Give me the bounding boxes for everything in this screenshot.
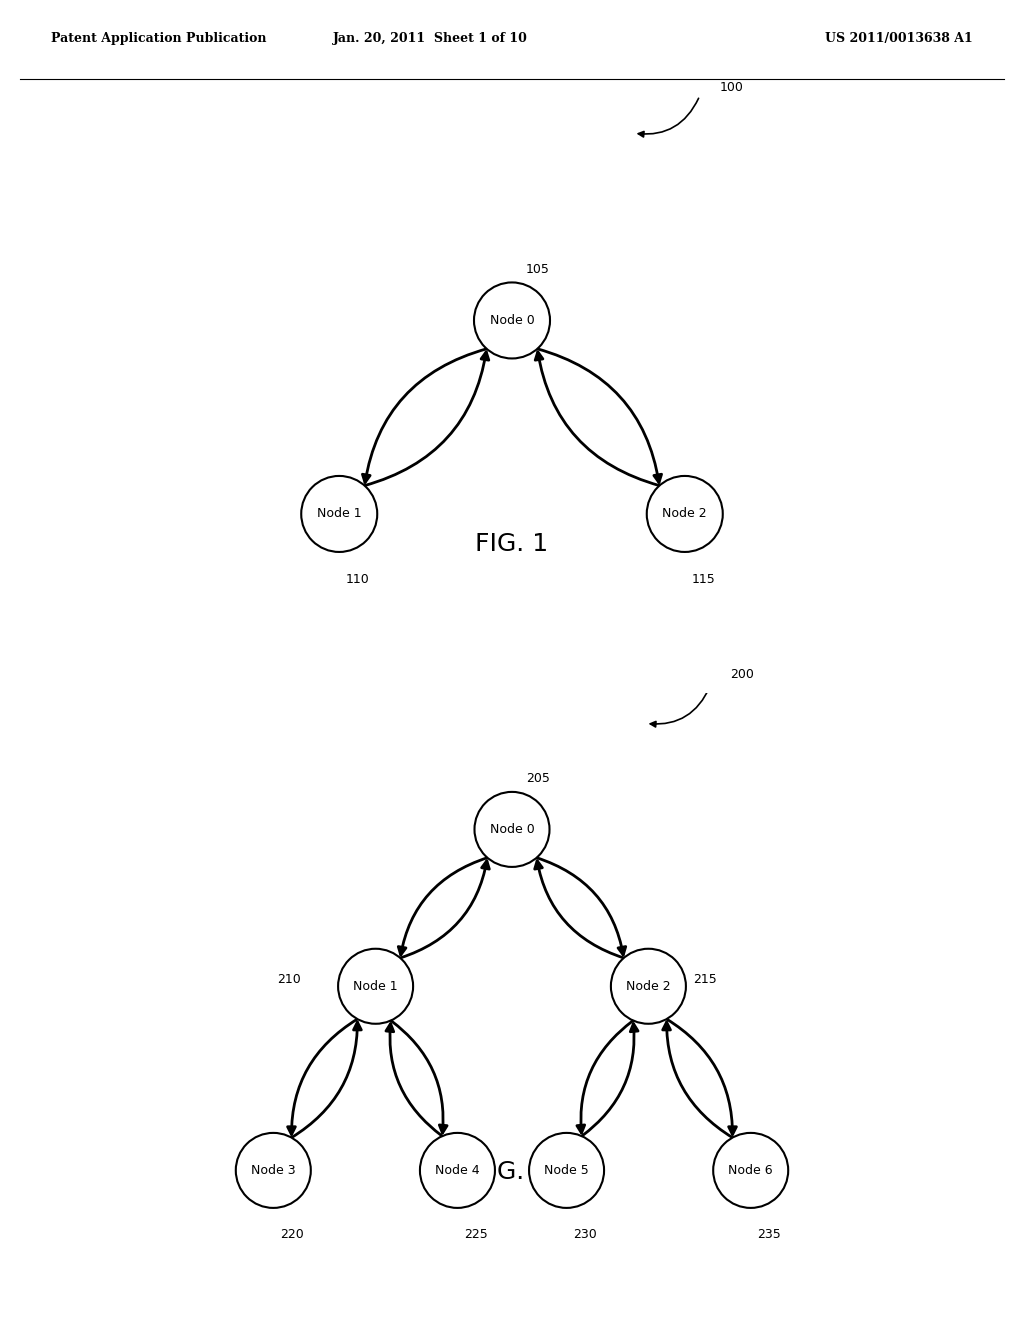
Text: 210: 210 bbox=[276, 973, 300, 986]
Circle shape bbox=[474, 282, 550, 359]
Text: Node 2: Node 2 bbox=[626, 979, 671, 993]
Text: Node 1: Node 1 bbox=[316, 507, 361, 520]
FancyArrowPatch shape bbox=[535, 861, 624, 958]
Text: 110: 110 bbox=[346, 573, 370, 586]
Text: 235: 235 bbox=[758, 1229, 781, 1241]
FancyArrowPatch shape bbox=[577, 1020, 633, 1133]
FancyArrowPatch shape bbox=[288, 1019, 357, 1134]
Text: 220: 220 bbox=[281, 1229, 304, 1241]
Circle shape bbox=[647, 477, 723, 552]
FancyArrowPatch shape bbox=[538, 348, 662, 483]
FancyArrowPatch shape bbox=[362, 348, 486, 483]
Text: FIG. 2: FIG. 2 bbox=[475, 1160, 549, 1184]
FancyArrowPatch shape bbox=[365, 352, 488, 486]
Text: 230: 230 bbox=[573, 1229, 597, 1241]
Circle shape bbox=[420, 1133, 495, 1208]
FancyArrowPatch shape bbox=[391, 1020, 447, 1133]
Text: Node 3: Node 3 bbox=[251, 1164, 296, 1177]
Text: 100: 100 bbox=[719, 81, 743, 94]
Text: Node 5: Node 5 bbox=[544, 1164, 589, 1177]
Text: 200: 200 bbox=[730, 668, 754, 681]
FancyArrowPatch shape bbox=[386, 1023, 442, 1137]
FancyArrowPatch shape bbox=[663, 1022, 732, 1138]
FancyArrowPatch shape bbox=[292, 1022, 361, 1138]
FancyArrowPatch shape bbox=[582, 1023, 638, 1137]
Circle shape bbox=[236, 1133, 311, 1208]
Text: 205: 205 bbox=[525, 772, 550, 785]
Text: Jan. 20, 2011  Sheet 1 of 10: Jan. 20, 2011 Sheet 1 of 10 bbox=[333, 32, 527, 45]
Text: Node 6: Node 6 bbox=[728, 1164, 773, 1177]
Circle shape bbox=[338, 949, 413, 1024]
Circle shape bbox=[611, 949, 686, 1024]
Text: 225: 225 bbox=[464, 1229, 488, 1241]
Circle shape bbox=[301, 477, 377, 552]
Circle shape bbox=[529, 1133, 604, 1208]
Text: 215: 215 bbox=[692, 973, 717, 986]
Text: Node 0: Node 0 bbox=[489, 822, 535, 836]
Text: Patent Application Publication: Patent Application Publication bbox=[51, 32, 266, 45]
Circle shape bbox=[474, 792, 550, 867]
Text: US 2011/0013638 A1: US 2011/0013638 A1 bbox=[825, 32, 973, 45]
Text: FIG. 1: FIG. 1 bbox=[475, 532, 549, 557]
FancyArrowPatch shape bbox=[667, 1019, 736, 1134]
Text: Node 2: Node 2 bbox=[663, 507, 708, 520]
FancyArrowPatch shape bbox=[638, 98, 698, 137]
Text: 115: 115 bbox=[691, 573, 716, 586]
FancyArrowPatch shape bbox=[650, 686, 710, 727]
FancyArrowPatch shape bbox=[536, 352, 659, 486]
FancyArrowPatch shape bbox=[537, 858, 626, 954]
Text: Node 4: Node 4 bbox=[435, 1164, 480, 1177]
Text: Node 0: Node 0 bbox=[489, 314, 535, 327]
FancyArrowPatch shape bbox=[398, 858, 487, 954]
FancyArrowPatch shape bbox=[400, 861, 489, 958]
Text: 105: 105 bbox=[525, 263, 550, 276]
Circle shape bbox=[713, 1133, 788, 1208]
Text: Node 1: Node 1 bbox=[353, 979, 398, 993]
